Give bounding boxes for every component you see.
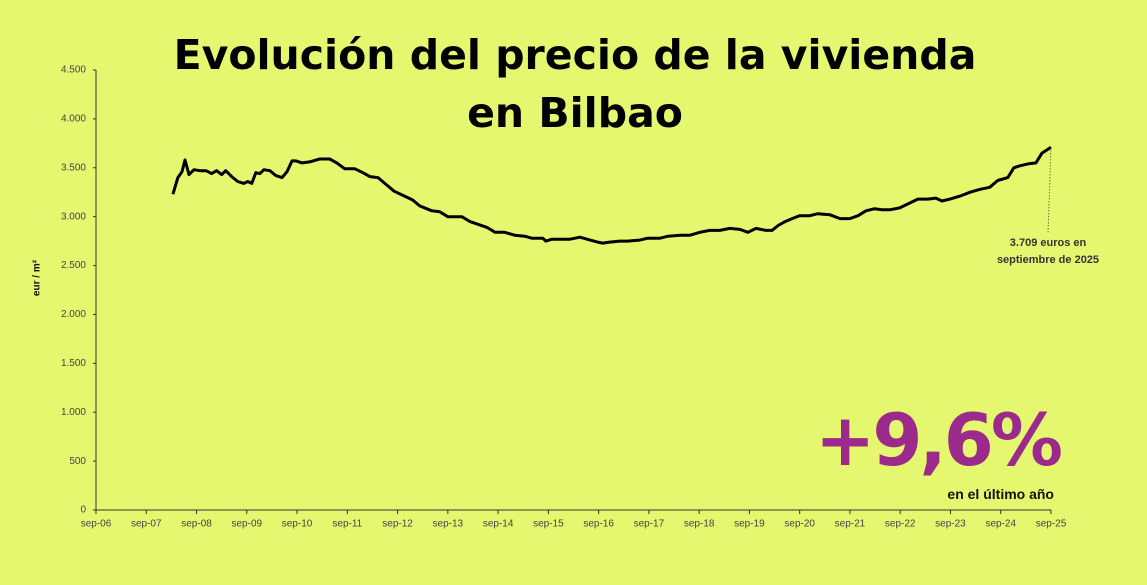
x-tick-label: sep-18 [684,519,715,530]
x-tick-label: sep-16 [583,519,614,530]
highlight-value: +9,6% [814,398,1063,482]
y-tick-label: 3.500 [61,162,86,173]
annotation: septiembre de 2025 [997,254,1099,266]
x-tick-label: sep-08 [181,519,212,530]
y-axis-label: eur / m² [32,259,43,296]
x-tick-label: sep-23 [935,519,966,530]
y-tick-label: 4.500 [61,65,86,76]
x-tick-label: sep-25 [1036,519,1067,530]
x-tick-label: sep-10 [282,519,313,530]
y-tick-label: 2.500 [61,260,86,271]
x-tick-label: sep-22 [885,519,916,530]
x-tick-label: sep-09 [232,519,263,530]
chart-title: Evolución del precio de la vivienda en B… [173,31,977,137]
x-tick-label: sep-07 [131,519,162,530]
y-tick-label: 500 [69,456,86,467]
price-line [171,146,1052,245]
y-tick-label: 1.000 [61,407,86,418]
highlight-caption: en el último año [947,486,1054,502]
annotation-leader [1047,147,1052,235]
y-tick-label: 4.000 [61,114,86,125]
x-tick-label: sep-24 [985,519,1016,530]
x-tick-label: sep-20 [784,519,815,530]
x-tick-label: sep-19 [734,519,765,530]
x-tick-label: sep-13 [433,519,464,530]
y-tick-label: 3.000 [61,211,86,222]
x-tick-label: sep-06 [81,519,112,530]
x-tick-label: sep-12 [382,519,413,530]
x-tick-label: sep-14 [483,519,514,530]
annotation: 3.709 euros en [1010,237,1087,249]
x-tick-label: sep-17 [634,519,665,530]
y-tick-label: 2.000 [61,309,86,320]
y-tick-label: 1.500 [61,358,86,369]
y-tick-label: 0 [80,505,86,516]
x-tick-label: sep-21 [835,519,866,530]
x-tick-label: sep-15 [533,519,564,530]
x-tick-label: sep-11 [332,519,362,530]
